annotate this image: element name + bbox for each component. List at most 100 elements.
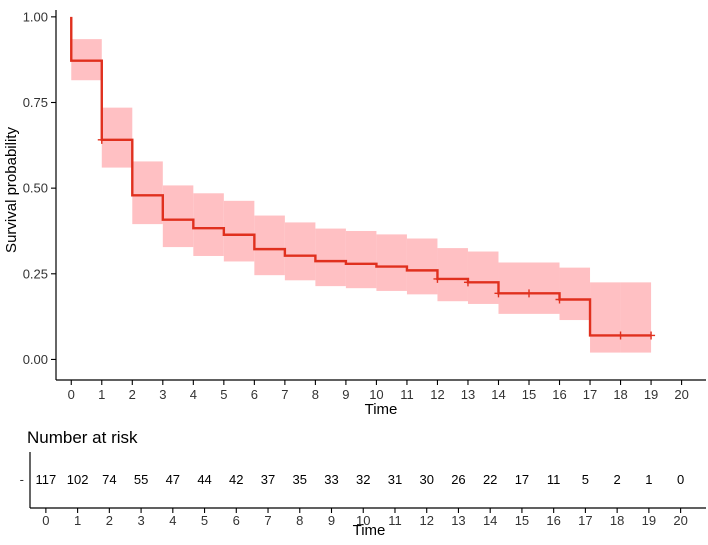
- risk-count: 117: [36, 472, 57, 487]
- ci-band-segment: [590, 282, 621, 353]
- risk-count: 55: [134, 472, 148, 487]
- risk-x-tick-label: 20: [673, 513, 687, 528]
- risk-count: 42: [229, 472, 243, 487]
- risk-x-tick-label: 2: [106, 513, 113, 528]
- x-tick-label: 2: [129, 387, 136, 402]
- ci-band-segment: [437, 248, 468, 302]
- ci-band-segment: [315, 228, 346, 287]
- risk-count: 74: [102, 472, 116, 487]
- censor-mark: [616, 331, 625, 340]
- risk-x-tick-label: 10: [356, 513, 370, 528]
- risk-count: 47: [166, 472, 180, 487]
- km-plot: 0.000.250.500.751.00 0 1 2 3 4 5 6 7 8 9 10 11 12 13 1…: [3, 9, 706, 418]
- risk-x-tick-label: 0: [42, 513, 49, 528]
- risk-x-tick-label: 14: [483, 513, 497, 528]
- x-tick-label: 20: [674, 387, 688, 402]
- ci-band-segment: [559, 267, 591, 321]
- censor-mark: [433, 274, 442, 283]
- risk-table: Number at risk - 117 102 74 55 47 44 42 37 35 33 3…: [20, 428, 706, 539]
- ci-band-segment: [498, 262, 530, 314]
- risk-strata-label: -: [20, 472, 24, 487]
- risk-count: 26: [451, 472, 465, 487]
- censor-mark: [463, 278, 472, 287]
- risk-x-tick-label: 18: [610, 513, 624, 528]
- risk-count: 35: [293, 472, 307, 487]
- y-tick-label: 0.25: [23, 266, 48, 281]
- risk-count: 33: [324, 472, 338, 487]
- risk-x-tick-label: 7: [264, 513, 271, 528]
- y-tick-label: 1.00: [23, 9, 48, 24]
- risk-count: 102: [67, 472, 89, 487]
- risk-x-tick-label: 1: [74, 513, 81, 528]
- risk-count: 5: [582, 472, 589, 487]
- risk-x-tick-label: 13: [451, 513, 465, 528]
- risk-x-tick-label: 19: [642, 513, 656, 528]
- risk-count: 30: [419, 472, 433, 487]
- risk-x-tick-label: 15: [515, 513, 529, 528]
- x-tick-label: 17: [583, 387, 597, 402]
- x-tick-label: 5: [220, 387, 227, 402]
- ci-band-segment: [193, 193, 224, 256]
- risk-count: 44: [197, 472, 211, 487]
- risk-x-tick-label: 11: [388, 513, 402, 528]
- risk-x-tick-label: 4: [169, 513, 176, 528]
- ci-band-segment: [101, 107, 133, 168]
- y-tick-label: 0.00: [23, 352, 48, 367]
- x-tick-label: 18: [613, 387, 627, 402]
- risk-x-tick-label: 3: [137, 513, 144, 528]
- risk-count: 37: [261, 472, 275, 487]
- ci-band-segment: [132, 161, 163, 225]
- censor-mark: [97, 135, 106, 144]
- censor-mark: [647, 331, 656, 340]
- risk-count: 32: [356, 472, 370, 487]
- censor-mark: [494, 289, 503, 298]
- x-axis-title: Time: [365, 401, 398, 418]
- y-axis-title: Survival probability: [3, 127, 20, 253]
- ci-band-segment: [467, 251, 499, 304]
- ci-band-segment: [620, 282, 652, 353]
- risk-count: 11: [547, 472, 561, 487]
- x-tick-label: 11: [400, 387, 414, 402]
- risk-x-tick-label: 6: [233, 513, 240, 528]
- risk-x-axis-title: Time: [353, 522, 386, 539]
- ci-band-segment: [345, 230, 377, 289]
- risk-count: 1: [645, 472, 652, 487]
- censor-mark: [555, 295, 564, 304]
- ci-band-segment: [376, 234, 407, 291]
- ci-band-segment: [406, 238, 438, 295]
- x-tick-label: 14: [491, 387, 505, 402]
- x-tick-label: 19: [644, 387, 658, 402]
- risk-x-tick-label: 12: [419, 513, 433, 528]
- x-tick-label: 7: [281, 387, 288, 402]
- risk-table-title: Number at risk: [27, 428, 138, 447]
- risk-x-tick-label: 17: [578, 513, 592, 528]
- x-tick-label: 12: [430, 387, 444, 402]
- ci-band-segment: [162, 185, 194, 248]
- x-tick-label: 6: [251, 387, 258, 402]
- x-tick-label: 15: [522, 387, 536, 402]
- ci-band-segment: [529, 262, 560, 314]
- x-tick-label: 0: [68, 387, 75, 402]
- x-tick-label: 4: [190, 387, 197, 402]
- x-tick-label: 9: [342, 387, 349, 402]
- x-tick-label: 16: [552, 387, 566, 402]
- ci-band-segment: [254, 215, 285, 276]
- x-tick-label: 3: [159, 387, 166, 402]
- censor-mark: [525, 289, 534, 298]
- y-tick-label: 0.75: [23, 95, 48, 110]
- ci-band-segment: [223, 200, 255, 262]
- risk-count: 22: [483, 472, 497, 487]
- x-tick-label: 1: [98, 387, 105, 402]
- risk-x-tick-label: 9: [328, 513, 335, 528]
- risk-x-tick-label: 8: [296, 513, 303, 528]
- risk-x-tick-label: 5: [201, 513, 208, 528]
- ci-band-segment: [284, 222, 316, 281]
- risk-x-tick-label: 16: [546, 513, 560, 528]
- risk-count: 2: [614, 472, 621, 487]
- x-tick-label: 10: [369, 387, 383, 402]
- risk-count: 31: [388, 472, 402, 487]
- y-tick-label: 0.50: [23, 181, 48, 196]
- x-tick-label: 13: [461, 387, 475, 402]
